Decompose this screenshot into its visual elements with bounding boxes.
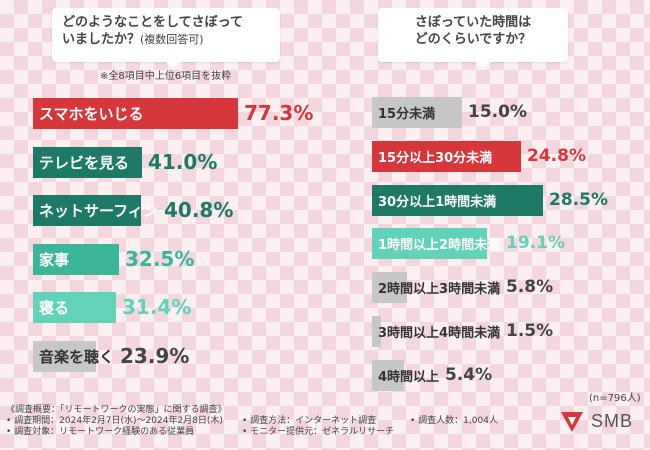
chart-bar: 15分未満 bbox=[372, 97, 462, 128]
footer-col2: • 調査方法：インターネット調査 • モニター提供元：ゼネラルリサーチ bbox=[242, 416, 394, 438]
bar-category-label: スマホをいじる bbox=[39, 105, 144, 123]
chart-bar: 30分以上1時間未満 bbox=[372, 184, 543, 216]
question-left-line1: どのようなことをしてさぼって bbox=[62, 15, 243, 30]
footnote: ※全8項目中上位6項目を抜粋 bbox=[100, 71, 232, 82]
bar-value-label: 19.1% bbox=[506, 233, 565, 254]
question-left: どのようなことをしてさぼって いましたか？(複数回答可) bbox=[52, 8, 280, 69]
logo-text: SMB bbox=[591, 410, 634, 431]
question-left-line2: いましたか？ bbox=[62, 32, 141, 47]
bar-value-label: 24.8% bbox=[527, 145, 586, 166]
bar-value-label: 15.0% bbox=[468, 102, 527, 122]
chart-bar: スマホをいじる bbox=[33, 98, 238, 129]
bar-category-label: ネットサーフィン bbox=[39, 202, 158, 220]
bar-value-label: 28.5% bbox=[549, 189, 608, 210]
bar-value-label: 1.5% bbox=[506, 321, 554, 341]
footer-line: • モニター提供元：ゼネラルリサーチ bbox=[242, 427, 395, 437]
chart-bar: 3時間以上4時間未満 bbox=[372, 316, 500, 347]
footer-col3: • 調査人数：1,004人 bbox=[410, 416, 498, 427]
smb-logo-icon bbox=[561, 412, 583, 432]
speech-tail bbox=[166, 62, 180, 69]
chart-bar: 2時間以上3時間未満 bbox=[372, 272, 500, 304]
chart-bar: 寝る bbox=[33, 292, 116, 323]
bar-category-label: 15分以上30分未満 bbox=[378, 150, 493, 166]
bar-value-label: 40.8% bbox=[164, 198, 234, 222]
question-right-line2: どのくらいですか？ bbox=[414, 32, 532, 47]
bar-category-label: 2時間以上3時間未満 bbox=[378, 282, 501, 298]
bar-category-label: 30分以上1時間未満 bbox=[378, 194, 497, 210]
bar-value-label: 5.8% bbox=[506, 277, 554, 298]
bar-category-label: 3時間以上4時間未満 bbox=[378, 326, 501, 341]
chart-bar: 家事 bbox=[33, 243, 119, 275]
chart-bar: 4時間以上 bbox=[372, 359, 439, 391]
footer-col1: 《調査概要：「リモートワークの実態」に関する調査》 • 調査期間：2024年2月… bbox=[6, 405, 227, 438]
bar-value-label: 23.9% bbox=[120, 343, 190, 368]
question-right: さぼっていた時間は どのくらいですか？ bbox=[378, 8, 568, 69]
bar-value-label: 31.4% bbox=[122, 295, 192, 319]
bar-category-label: テレビを見る bbox=[39, 153, 130, 172]
footer-line: • 調査対象：リモートワーク経験のある従業員 bbox=[6, 427, 195, 437]
question-left-sub: (複数回答可) bbox=[140, 33, 204, 46]
chart-bar: ネットサーフィン bbox=[33, 195, 158, 226]
bar-category-label: 4時間以上 bbox=[378, 369, 440, 385]
bar-category-label: 家事 bbox=[39, 250, 70, 269]
chart-bar: 15分以上30分未満 bbox=[372, 140, 521, 172]
chart-bar: テレビを見る bbox=[33, 146, 142, 178]
sample-size-label: (n=796人) bbox=[589, 393, 641, 404]
bar-category-label: 15分未満 bbox=[378, 107, 436, 122]
footer-line: 《調査概要：「リモートワークの実態」に関する調査》 bbox=[6, 405, 227, 415]
bar-value-label: 5.4% bbox=[445, 364, 493, 385]
bar-value-label: 41.0% bbox=[148, 149, 218, 174]
bar-value-label: 32.5% bbox=[125, 246, 195, 271]
bar-category-label: 音楽を聴く bbox=[39, 347, 115, 366]
bar-value-label: 77.3% bbox=[244, 101, 314, 125]
question-right-line1: さぼっていた時間は bbox=[414, 15, 532, 30]
smb-logo: SMB bbox=[559, 408, 633, 434]
footer-line: • 調査期間：2024年2月7日(水)～2024年2月8日(木) bbox=[6, 416, 223, 426]
chart-bar: 音楽を聴く bbox=[33, 340, 114, 372]
speech-tail bbox=[476, 62, 490, 69]
bar-category-label: 寝る bbox=[39, 299, 70, 317]
chart-bar: 1時間以上2時間未満 bbox=[372, 228, 500, 260]
bar-category-label: 1時間以上2時間未満 bbox=[378, 238, 501, 254]
footer-line: • 調査人数：1,004人 bbox=[410, 416, 498, 426]
footer-line: • 調査方法：インターネット調査 bbox=[242, 416, 377, 426]
